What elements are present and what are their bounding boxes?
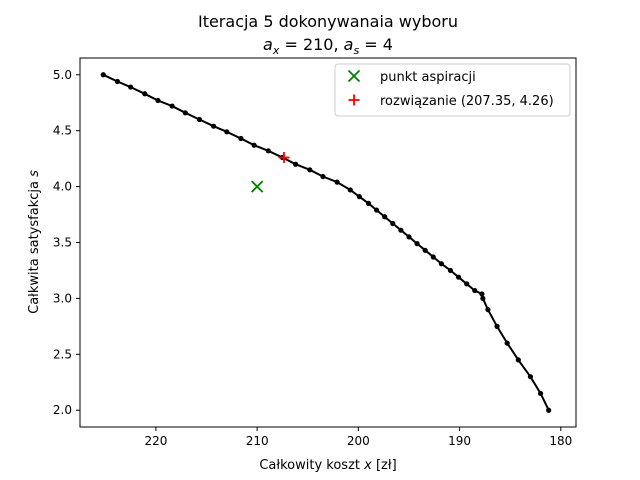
series-layer xyxy=(100,72,552,413)
y-tick-label: 4.0 xyxy=(53,180,72,194)
x-tick-label: 190 xyxy=(448,434,471,448)
legend: punkt aspiracji rozwiązanie (207.35, 4.26… xyxy=(334,63,571,117)
data-point xyxy=(494,323,500,329)
data-point xyxy=(293,161,299,167)
series xyxy=(251,180,264,193)
y-axis-label: Całkwita satysfakcja s xyxy=(27,170,42,314)
data-point xyxy=(464,281,470,287)
y-tick-label: 3.0 xyxy=(53,291,72,305)
series xyxy=(100,72,552,413)
x-tick-label: 180 xyxy=(549,434,572,448)
aspiration-point xyxy=(251,180,264,193)
data-point xyxy=(224,129,230,135)
data-point xyxy=(485,306,491,313)
y-tick-label: 5.0 xyxy=(53,68,72,82)
data-point xyxy=(515,357,521,363)
legend-entry: rozwiązanie (207.35, 4.26) xyxy=(348,94,554,109)
y-axis: 2.0 2.5 3.0 3.5 4.0 4.5 5.0 xyxy=(53,68,80,417)
legend-label: rozwiązanie (207.35, 4.26) xyxy=(380,94,554,109)
data-point xyxy=(307,167,313,173)
data-point xyxy=(142,91,148,97)
legend-label: punkt aspiracji xyxy=(380,70,476,85)
data-point xyxy=(196,116,203,123)
chart-subtitle: ax = 210, as = 4 xyxy=(263,35,393,57)
data-point xyxy=(128,84,134,90)
data-point xyxy=(320,173,326,180)
data-point xyxy=(479,291,485,297)
data-point xyxy=(347,187,353,193)
data-point xyxy=(373,207,380,213)
data-point xyxy=(480,295,486,302)
legend-marker xyxy=(347,69,361,83)
data-point xyxy=(265,148,271,154)
y-tick-label: 2.5 xyxy=(53,347,72,361)
data-point xyxy=(447,267,454,274)
y-tick-label: 3.5 xyxy=(53,236,72,250)
chart-title: Iteracja 5 dokonywanaia wyboru xyxy=(198,12,458,31)
data-point xyxy=(334,179,340,185)
plot-area xyxy=(79,57,577,428)
y-tick-label: 2.0 xyxy=(53,403,72,417)
x-tick-label: 220 xyxy=(144,434,167,448)
data-point xyxy=(406,234,412,240)
legend-box xyxy=(334,63,571,117)
y-tick-label: 4.5 xyxy=(53,124,72,138)
data-point xyxy=(414,241,420,247)
data-point xyxy=(238,135,244,142)
data-point xyxy=(398,227,404,233)
data-point xyxy=(430,254,436,260)
data-point xyxy=(211,123,217,129)
data-point xyxy=(537,390,544,397)
legend-entry: punkt aspiracji xyxy=(347,69,476,85)
data-point xyxy=(356,194,362,200)
data-point xyxy=(504,340,510,346)
data-point xyxy=(169,103,175,109)
axes-frame xyxy=(79,57,577,428)
series xyxy=(278,152,290,164)
data-point xyxy=(182,110,188,116)
data-point xyxy=(390,220,396,227)
data-point xyxy=(365,200,372,206)
data-point xyxy=(155,97,161,104)
data-point xyxy=(438,261,444,267)
data-point xyxy=(527,374,534,380)
data-point xyxy=(422,247,428,253)
data-point xyxy=(251,142,257,148)
x-tick-label: 200 xyxy=(347,434,370,448)
data-point xyxy=(455,274,462,280)
x-axis-label: Całkowity koszt x [zł] xyxy=(259,458,396,473)
data-point xyxy=(546,407,552,413)
data-point xyxy=(382,214,388,220)
data-point xyxy=(100,72,106,78)
x-axis: 220 210 200 190 180 xyxy=(144,427,572,448)
x-tick-label: 210 xyxy=(246,434,269,448)
data-point xyxy=(472,287,478,294)
data-point xyxy=(114,78,121,85)
